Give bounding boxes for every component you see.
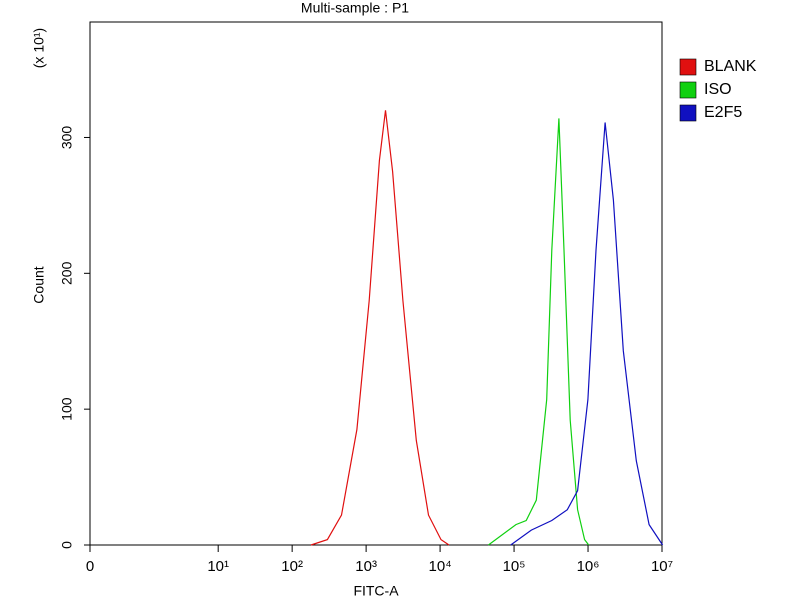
y-tick-label: 300 bbox=[59, 126, 75, 150]
legend-swatch bbox=[679, 58, 697, 76]
x-tick-label: 10³ bbox=[355, 558, 377, 575]
histogram-line bbox=[488, 118, 590, 546]
y-tick-label: 200 bbox=[59, 261, 75, 285]
histogram-line bbox=[510, 122, 664, 546]
x-axis-label: FITC-A bbox=[353, 583, 399, 599]
x-tick-label: 10⁶ bbox=[577, 558, 600, 575]
x-tick-label: 10⁴ bbox=[429, 558, 452, 575]
legend-swatch bbox=[679, 104, 697, 122]
legend-label: ISO bbox=[704, 81, 732, 98]
x-tick-label: 10² bbox=[281, 558, 303, 575]
legend-label: BLANK bbox=[704, 58, 757, 75]
x-tick-label: 0 bbox=[86, 558, 94, 575]
x-tick-label: 10⁵ bbox=[503, 558, 526, 575]
y-tick-label: 0 bbox=[59, 541, 75, 549]
plot-frame bbox=[89, 21, 663, 546]
y-axis-label: Count bbox=[31, 266, 47, 303]
histogram-line bbox=[310, 110, 450, 546]
y-tick-label: 100 bbox=[59, 397, 75, 421]
y-multiplier: (x 10¹) bbox=[31, 28, 47, 68]
x-tick-label: 10⁷ bbox=[651, 558, 673, 575]
x-tick-label: 10¹ bbox=[207, 558, 229, 575]
legend-swatch bbox=[679, 81, 697, 99]
chart-title: Multi-sample : P1 bbox=[301, 0, 409, 16]
legend-label: E2F5 bbox=[704, 104, 742, 121]
